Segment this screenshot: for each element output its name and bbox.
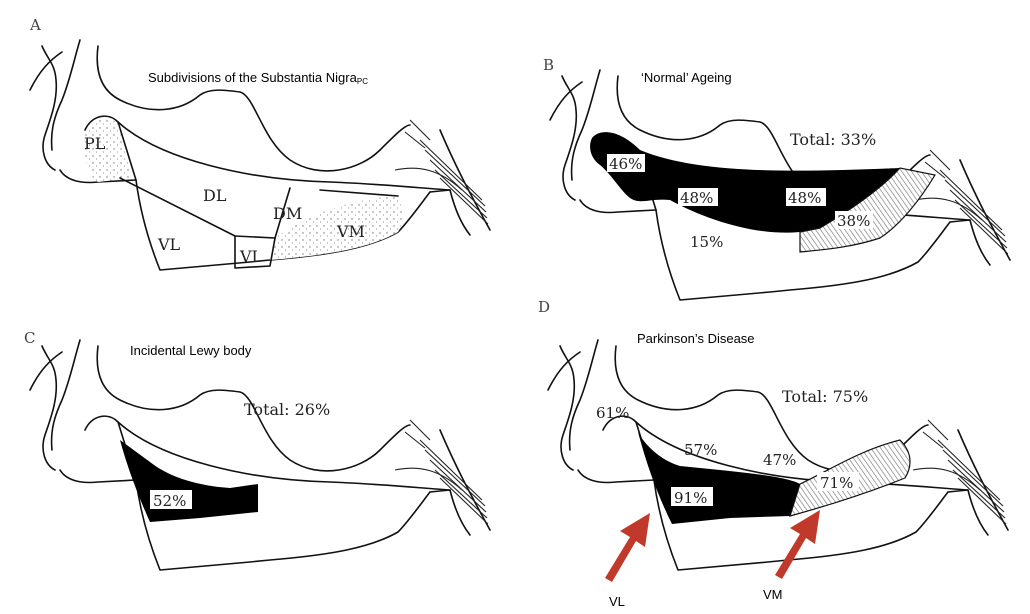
panel-d-letter: D xyxy=(538,298,550,316)
panel-a-vm-region xyxy=(270,196,403,260)
panel-b-letter: B xyxy=(543,56,554,74)
panel-c: C Incidental Lewy body Total: 26% 52% xyxy=(24,329,491,571)
panel-d-black-region xyxy=(638,432,800,524)
vl-arrow-icon xyxy=(605,513,650,582)
arrow-label-vl: VL xyxy=(609,594,625,609)
panel-c-caption: Incidental Lewy body xyxy=(130,343,252,358)
panel-a-letter: A xyxy=(29,16,41,34)
panel-a-label-dm: DM xyxy=(273,204,302,223)
panel-a-caption-subscript: PC xyxy=(357,77,368,86)
panel-a-label-vi: VI xyxy=(239,247,258,266)
vm-arrow-icon xyxy=(775,510,820,579)
panel-b-total: Total: 33% xyxy=(790,130,876,149)
panel-d-value-vm: 71% xyxy=(820,474,853,492)
panel-a-label-dl: DL xyxy=(203,186,227,205)
panel-a-label-vm: VM xyxy=(336,222,365,241)
arrow-label-vm: VM xyxy=(763,587,783,602)
panel-a-pl-region xyxy=(84,118,132,182)
panel-b-black-region xyxy=(590,132,900,233)
panel-b-hatched-region xyxy=(799,167,936,253)
panel-b-value-dl: 48% xyxy=(680,189,713,207)
panel-b-value-dm: 48% xyxy=(788,189,821,207)
panel-b-value-pl: 46% xyxy=(609,155,642,173)
panel-d-caption: Parkinson’s Disease xyxy=(637,331,755,346)
panel-c-value-vl: 52% xyxy=(153,492,186,510)
panel-b-value-vm: 38% xyxy=(837,212,870,230)
svg-text:Subdivisions of the Substantia: Subdivisions of the Substantia NigraPC xyxy=(148,70,368,86)
panel-a-label-pl: PL xyxy=(84,134,106,153)
panel-b-caption: ‘Normal’ Ageing xyxy=(641,70,732,85)
panel-c-letter: C xyxy=(24,329,35,347)
panel-c-total: Total: 26% xyxy=(244,400,330,419)
panel-b: B ‘Normal’ Ageing Total: 33% 46% 48% 48%… xyxy=(543,56,1011,301)
panel-d: D Parkinson’s Disease Total: 75% 61% 57%… xyxy=(538,298,1009,609)
panel-d-value-pl: 61% xyxy=(596,404,629,422)
panel-d-total: Total: 75% xyxy=(782,387,868,406)
panel-a: A Subdivisions of the Substantia NigraPC… xyxy=(29,16,491,271)
panel-d-value-vl: 91% xyxy=(674,489,707,507)
panel-b-value-vl: 15% xyxy=(690,233,723,251)
panel-c-section-outline xyxy=(29,339,491,571)
panel-d-value-dl: 57% xyxy=(684,441,717,459)
panel-a-caption: Subdivisions of the Substantia Nigra xyxy=(148,70,358,85)
panel-d-value-dm: 47% xyxy=(763,451,796,469)
panel-a-label-vl: VL xyxy=(157,235,181,254)
